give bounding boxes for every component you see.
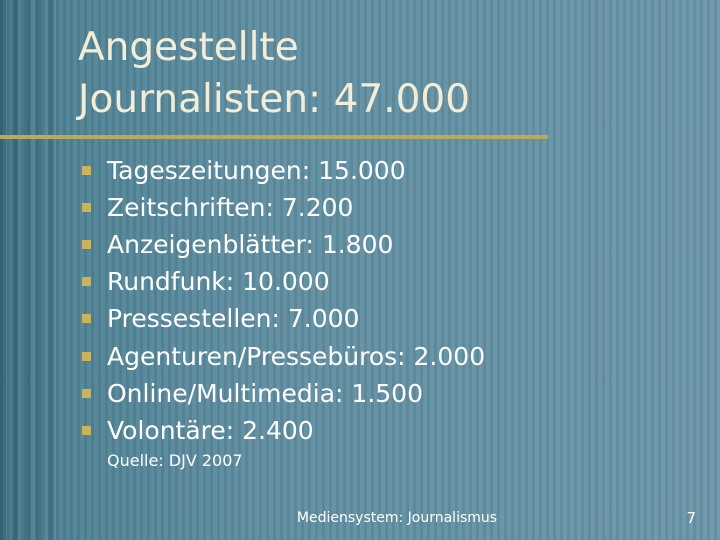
bullet-text: Anzeigenblätter: 1.800 [107,229,394,259]
bullet-text: Tageszeitungen: 15.000 [107,155,406,185]
bullet-item: Pressestellen: 7.000 [82,302,359,336]
bullet-text: Zeitschriften: 7.200 [107,192,354,222]
page-number: 7 [686,509,696,527]
footer: Mediensystem: Journalismus [296,510,498,526]
bullet-text: Volontäre: 2.400 [107,415,314,445]
bullet-text: Agenturen/Pressebüros: 2.000 [107,341,486,371]
bullet-item: Anzeigenblätter: 1.800 [82,227,393,261]
bullet-marker [82,425,91,435]
bullet-text: Pressestellen: 7.000 [107,304,360,334]
bullet-item: Tageszeitungen: 15.000 [82,153,406,187]
bullet-marker [82,314,91,324]
bullet-text: Rundfunk: 10.000 [107,267,330,297]
title-rule [0,135,548,139]
bullet-text: Online/Multimedia: 1.500 [107,378,423,408]
bullet-item: Volontäre: 2.400 [82,413,314,447]
bullet-marker [82,277,91,287]
bullet-marker [82,239,91,249]
bullet-item: Rundfunk: 10.000 [82,265,330,299]
bullet-item: Zeitschriften: 7.200 [82,190,353,224]
bullet-marker [82,165,91,175]
title-line: Angestellte [78,25,299,70]
bullet-item: Agenturen/Pressebüros: 2.000 [82,339,485,373]
bullet-item: Online/Multimedia: 1.500 [82,376,423,410]
source: Quelle: DJV 2007 [107,451,243,470]
bullet-marker [82,202,91,212]
title-line: Journalisten: 47.000 [78,77,471,122]
bullet-marker [82,351,91,361]
bullet-marker [82,388,91,398]
